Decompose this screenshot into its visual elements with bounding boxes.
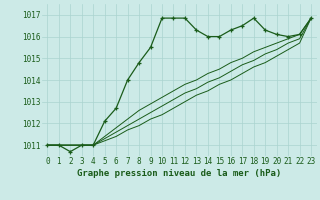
X-axis label: Graphe pression niveau de la mer (hPa): Graphe pression niveau de la mer (hPa) [77,169,281,178]
